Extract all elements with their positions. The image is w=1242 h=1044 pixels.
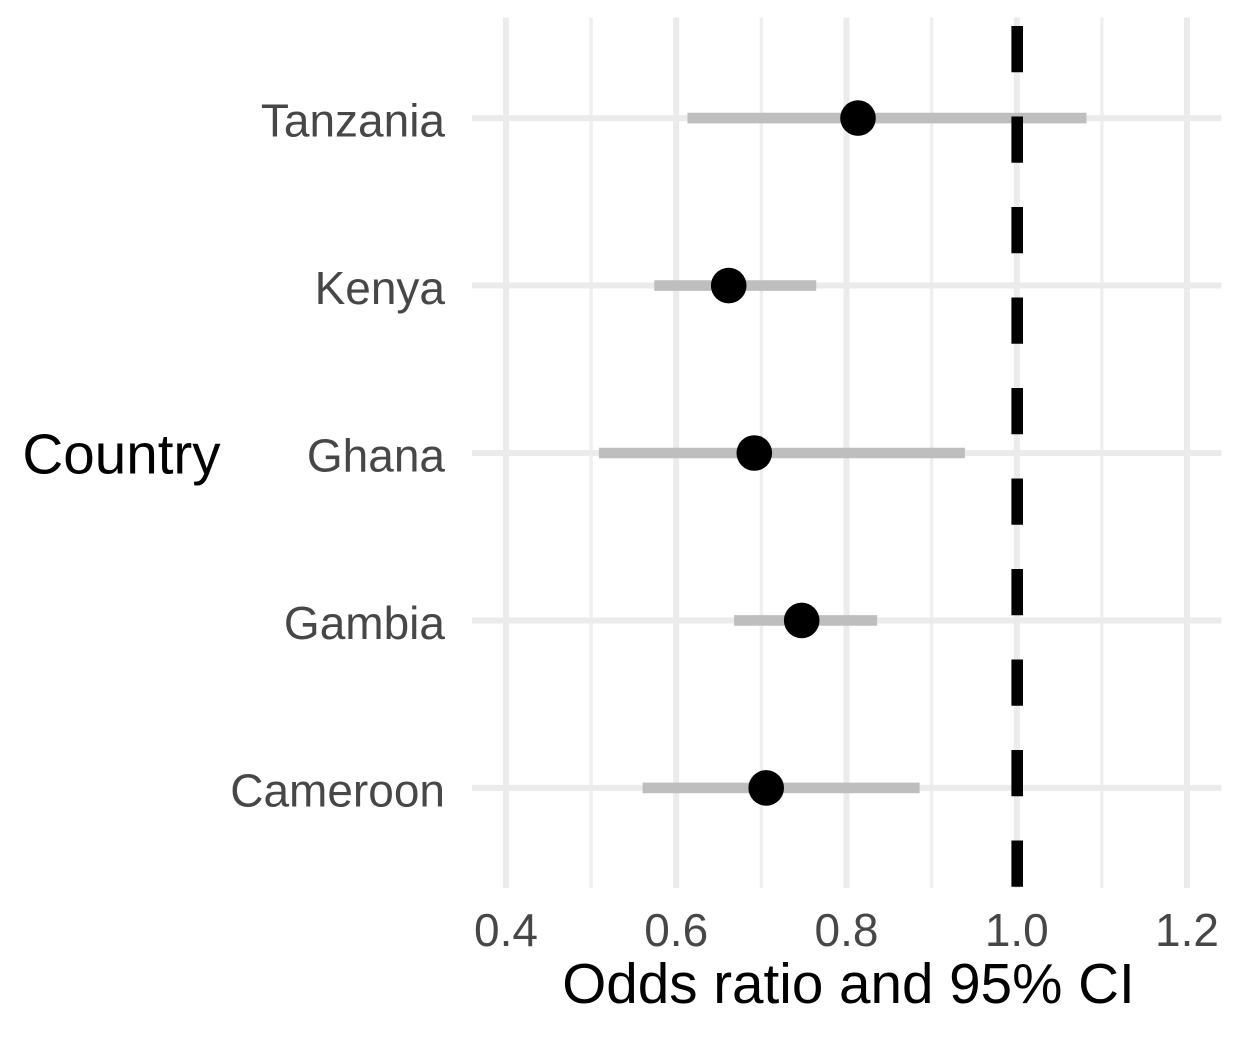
svg-text:Odds ratio and 95% CI: Odds ratio and 95% CI: [562, 952, 1135, 1015]
svg-text:0.6: 0.6: [644, 904, 708, 956]
svg-text:1.0: 1.0: [985, 904, 1049, 956]
svg-text:Gambia: Gambia: [284, 597, 445, 649]
svg-text:0.4: 0.4: [474, 904, 538, 956]
svg-text:Ghana: Ghana: [307, 429, 446, 481]
svg-text:Tanzania: Tanzania: [261, 95, 446, 147]
svg-text:Kenya: Kenya: [315, 262, 446, 314]
svg-text:Cameroon: Cameroon: [230, 764, 445, 816]
svg-text:1.2: 1.2: [1155, 904, 1219, 956]
svg-text:Country: Country: [22, 422, 221, 485]
svg-text:0.8: 0.8: [815, 904, 879, 956]
